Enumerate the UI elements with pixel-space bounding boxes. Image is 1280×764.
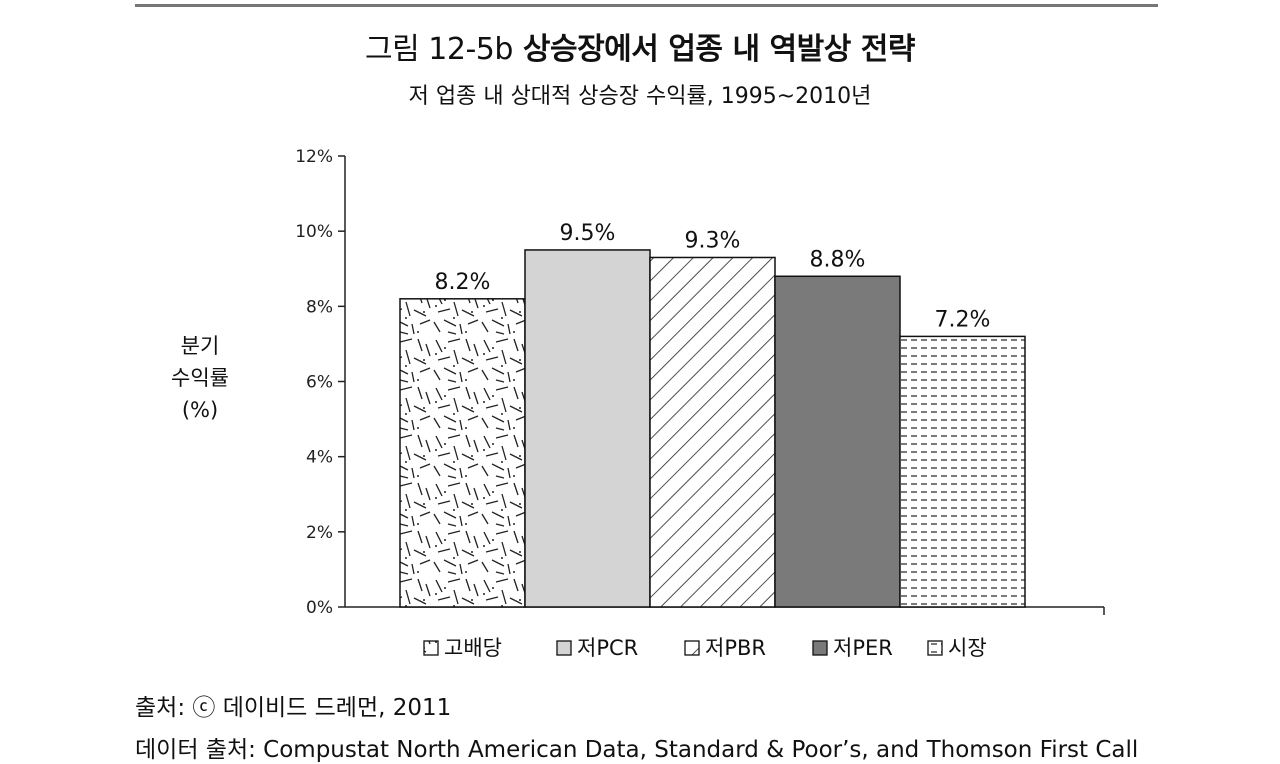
legend-label: 저PER (833, 636, 893, 660)
y-axis-label: 분기 수익률 (%) (150, 330, 250, 426)
y-axis-label-line: 분기 (180, 334, 220, 358)
figure-number: 그림 12-5b (365, 32, 513, 67)
legend-swatch (927, 640, 943, 656)
y-tick-label: 4% (306, 448, 333, 468)
y-tick-label: 8% (306, 297, 333, 317)
y-tick-label: 0% (306, 598, 333, 618)
chart-legend: 고배당 저PCR 저PBR 저PER 시장 (423, 636, 987, 660)
bar-2 (524, 249, 651, 608)
y-tick-label: 12% (295, 147, 333, 167)
legend-label: 저PBR (705, 636, 766, 660)
chart-title: 그림 12-5b 상승장에서 업종 내 역발상 전략 (0, 24, 1280, 68)
legend-label: 저PCR (577, 636, 638, 660)
bar-value-label: 8.8% (810, 247, 866, 272)
bar-value-label: 9.5% (560, 221, 616, 246)
y-axis-label-line: 수익률 (171, 366, 229, 390)
figure-title: 상승장에서 업종 내 역발상 전략 (522, 32, 916, 67)
y-tick-label: 10% (295, 222, 333, 242)
top-rule (135, 4, 1158, 7)
y-tick-label: 2% (306, 523, 333, 543)
legend-swatch (684, 640, 700, 656)
legend-label: 고배당 (444, 636, 502, 660)
bar-value-label: 9.3% (685, 228, 741, 253)
y-axis-label-line: (%) (181, 398, 219, 422)
bar-1 (399, 298, 526, 608)
legend-swatch (556, 640, 572, 656)
bar-value-label: 7.2% (935, 307, 991, 332)
bar-5 (899, 335, 1026, 608)
chart-bars (399, 249, 1026, 608)
legend-swatch (423, 640, 439, 656)
bar-4 (774, 275, 901, 608)
data-source-note: 데이터 출처: Compustat North American Data, S… (135, 737, 1139, 763)
bar-3 (649, 256, 776, 608)
legend-swatch (812, 640, 828, 656)
legend-label: 시장 (948, 636, 987, 660)
chart-data-labels: 8.2% 9.5% 9.3% 8.8% 7.2% (435, 221, 991, 332)
bar-value-label: 8.2% (435, 270, 491, 295)
chart-subtitle: 저 업종 내 상대적 상승장 수익률, 1995~2010년 (408, 84, 872, 109)
source-note: 출처: ⓒ 데이비드 드레먼, 2011 (135, 695, 452, 721)
y-tick-label: 6% (306, 373, 333, 393)
